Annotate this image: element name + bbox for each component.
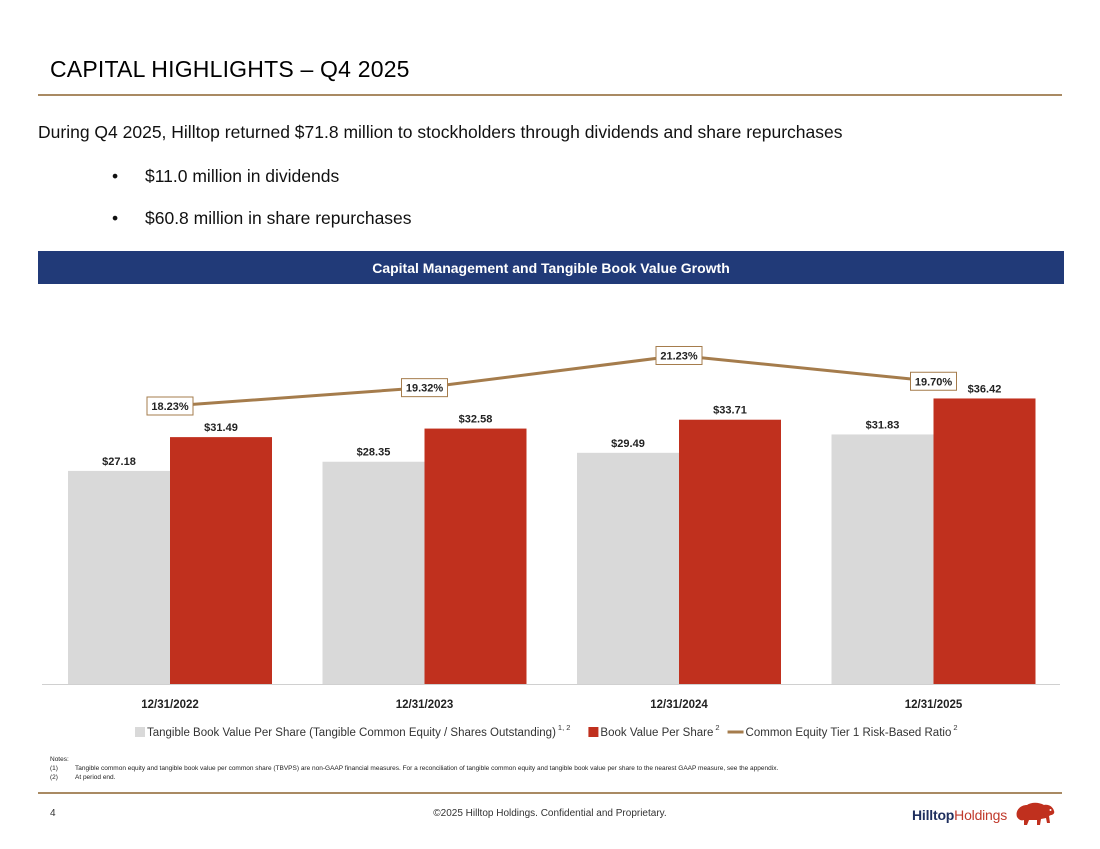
legend-superscript: 2 <box>953 723 957 732</box>
legend-swatch <box>588 727 599 737</box>
note-text: At period end. <box>75 774 116 781</box>
bar-bvps <box>933 398 1036 684</box>
page-number: 4 <box>50 808 56 819</box>
line-data-label: 19.70% <box>915 376 953 388</box>
bar-data-label: $28.35 <box>357 447 391 459</box>
bar-data-label: $31.49 <box>204 422 238 434</box>
bar-bvps <box>424 428 527 684</box>
bar-bvps <box>170 437 272 684</box>
line-label-box <box>655 345 703 365</box>
bar-bvps <box>679 419 781 684</box>
bullet-text: $11.0 million in dividends <box>145 166 340 186</box>
title-divider <box>38 94 1062 96</box>
notes-heading: Notes: <box>50 756 69 763</box>
note-text: Tangible common equity and tangible book… <box>75 765 779 772</box>
intro-text: During Q4 2025, Hilltop returned $71.8 m… <box>38 122 843 142</box>
line-label-box <box>401 378 448 398</box>
bar-tbvps <box>68 470 170 684</box>
page-title: CAPITAL HIGHLIGHTS – Q4 2025 <box>50 56 410 82</box>
bison-icon <box>1016 802 1055 825</box>
legend-label: Book Value Per Share <box>600 727 713 739</box>
bullet-dividends: • $11.0 million in dividends <box>112 166 339 187</box>
legend-superscript: 2 <box>715 723 719 732</box>
x-tick-label: 12/31/2024 <box>650 699 708 711</box>
legend-label: Common Equity Tier 1 Risk-Based Ratio <box>746 727 952 739</box>
bar-data-label: $36.42 <box>968 383 1002 395</box>
bullet-text: $60.8 million in share repurchases <box>145 208 412 228</box>
bar-data-label: $29.49 <box>611 438 645 450</box>
bar-data-label: $33.71 <box>713 405 747 417</box>
note-2: (2) At period end. <box>50 773 778 782</box>
line-cet1-ratio <box>169 353 934 408</box>
x-tick-label: 12/31/2023 <box>396 699 454 711</box>
x-tick-label: 12/31/2025 <box>905 699 963 711</box>
bar-data-label: $27.18 <box>102 456 136 468</box>
notes-section: Notes: (1) Tangible common equity and tan… <box>50 755 778 782</box>
note-number: (2) <box>50 774 58 781</box>
line-label-box <box>146 396 194 416</box>
chart-header-band: Capital Management and Tangible Book Val… <box>38 251 1064 284</box>
line-data-label: 19.32% <box>406 383 444 395</box>
bullet-dot: • <box>112 208 119 228</box>
legend-swatch <box>135 727 145 737</box>
bar-data-label: $32.58 <box>459 414 493 426</box>
bullet-dot: • <box>112 166 119 186</box>
legend-label: Tangible Book Value Per Share (Tangible … <box>147 727 556 739</box>
line-data-label: 21.23% <box>660 350 698 362</box>
bar-tbvps <box>831 434 934 684</box>
note-number: (1) <box>50 765 58 772</box>
logo-wordmark: HilltopHoldings <box>912 807 1008 823</box>
x-tick-label: 12/31/2022 <box>141 699 199 711</box>
copyright-text: ©2025 Hilltop Holdings. Confidential and… <box>433 808 667 819</box>
bar-data-label: $31.83 <box>866 419 900 431</box>
line-data-label: 18.23% <box>151 401 189 413</box>
note-1: (1) Tangible common equity and tangible b… <box>50 764 778 773</box>
legend-superscript: 1, 2 <box>558 723 571 732</box>
bar-tbvps <box>577 452 679 684</box>
footer-divider <box>38 792 1062 794</box>
company-logo: HilltopHoldings <box>912 798 1057 832</box>
line-label-box <box>910 371 957 391</box>
capital-chart: $27.18 $31.49 12/31/2022 $28.35 $32.58 12/31/… <box>42 345 1060 739</box>
bar-tbvps <box>322 461 425 684</box>
bullet-repurchases: • $60.8 million in share repurchases <box>112 208 412 229</box>
